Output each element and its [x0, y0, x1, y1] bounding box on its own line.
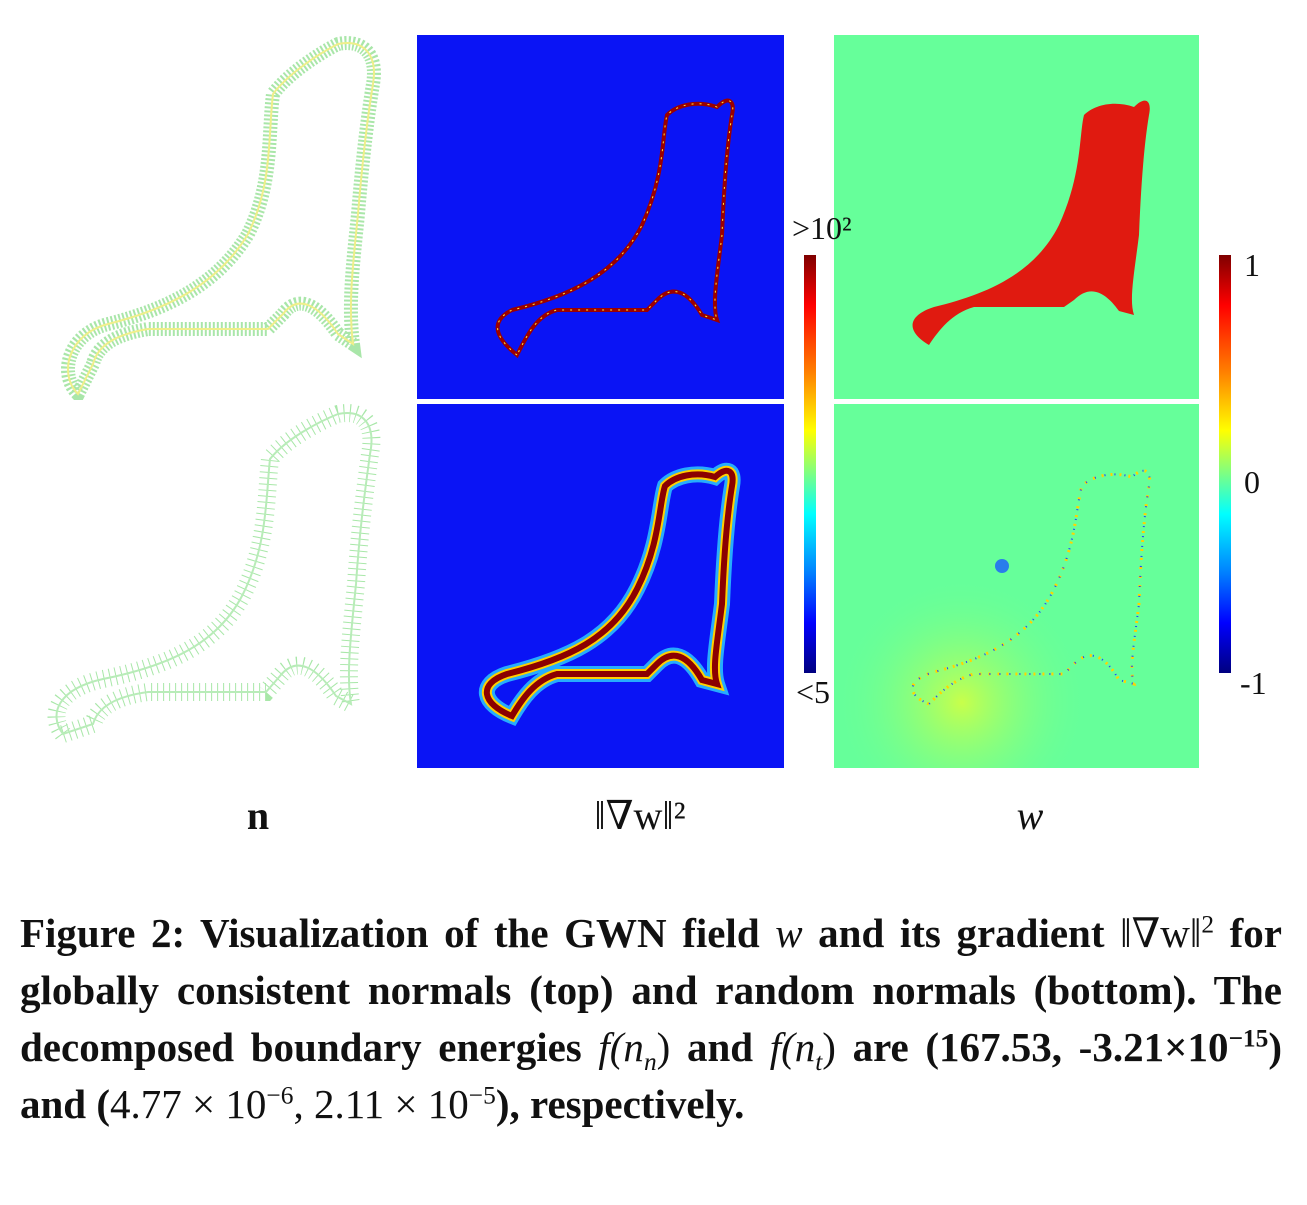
caption-text: and: [670, 1024, 770, 1070]
caption-exp: −6: [266, 1081, 294, 1110]
caption-text: ): [656, 1024, 671, 1070]
caption-f-nn: f(n: [598, 1024, 644, 1070]
caption-f-nt-sub: t: [815, 1048, 823, 1077]
figure-caption: Figure 2: Visualization of the GWN field…: [20, 905, 1282, 1133]
caption-text: Figure 2: Visualization of the GWN field: [20, 910, 776, 956]
gradient-colorbar: [804, 255, 816, 673]
caption-exp: −5: [468, 1081, 496, 1110]
caption-text: and its gradient: [802, 910, 1105, 956]
column-label-normals: n: [246, 793, 270, 838]
gradient-colorbar-min-label: <5: [796, 674, 831, 710]
caption-text: ,: [293, 1081, 314, 1127]
normals-random-panel: [18, 404, 400, 768]
gradient-colorbar-max-label: >10²: [792, 210, 852, 246]
w-colorbar: [1219, 255, 1231, 673]
caption-value: 2.11 × 10: [313, 1081, 469, 1127]
column-label-gradient: ‖∇w‖²: [594, 793, 686, 838]
caption-text: ): [822, 1024, 836, 1070]
gradient-random-panel: [417, 404, 784, 768]
caption-value: 4.77 × 10: [110, 1081, 267, 1127]
column-label-field: w: [1016, 793, 1044, 838]
w-colorbar-min-label: -1: [1240, 665, 1267, 701]
w-field-consistent-panel: [834, 35, 1199, 399]
gradient-consistent-panel: [417, 35, 784, 399]
w-field-random-panel: [834, 404, 1199, 768]
caption-exp: −15: [1228, 1024, 1269, 1053]
caption-f-nn-sub: n: [643, 1048, 657, 1077]
caption-var-w: w: [775, 910, 803, 956]
caption-text: are (167.53, -3.21×10: [835, 1024, 1229, 1070]
w-colorbar-mid-label: 0: [1244, 464, 1260, 500]
normals-consistent-panel: [18, 34, 400, 400]
caption-text: for globally consistent normals (top) an…: [20, 910, 1282, 1070]
w-colorbar-max-label: 1: [1244, 247, 1260, 283]
caption-f-nt: f(n: [769, 1024, 816, 1070]
caption-grad-expr: ‖∇w‖: [1120, 910, 1202, 956]
caption-grad-sup: 2: [1201, 910, 1215, 939]
caption-text: ), respectively.: [495, 1081, 745, 1127]
caption-text: ) and (: [20, 1024, 1282, 1127]
